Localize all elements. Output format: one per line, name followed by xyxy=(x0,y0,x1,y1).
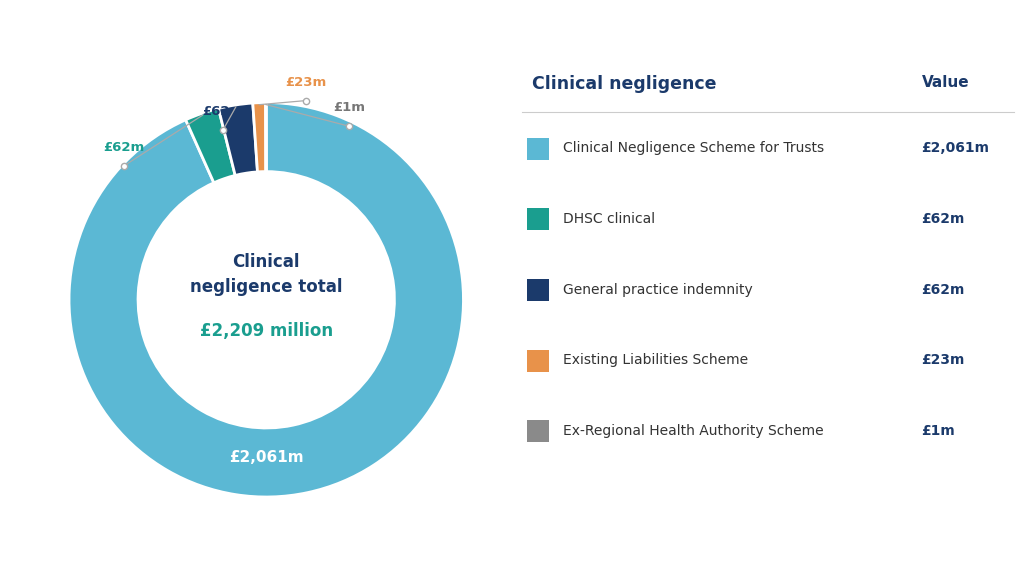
Text: DHSC clinical: DHSC clinical xyxy=(563,212,655,226)
Wedge shape xyxy=(218,103,257,176)
Text: £2,061m: £2,061m xyxy=(229,450,303,465)
Wedge shape xyxy=(185,108,236,183)
Text: £1m: £1m xyxy=(333,101,366,115)
Text: Clinical Negligence Scheme for Trusts: Clinical Negligence Scheme for Trusts xyxy=(563,141,824,155)
Text: £2,209 million: £2,209 million xyxy=(200,323,333,340)
Bar xyxy=(527,138,549,160)
Text: £1m: £1m xyxy=(922,424,955,438)
Text: Ex-Regional Health Authority Scheme: Ex-Regional Health Authority Scheme xyxy=(563,424,824,438)
Text: £62m: £62m xyxy=(922,283,965,296)
Bar xyxy=(527,279,549,301)
Bar xyxy=(527,209,549,230)
Text: Value: Value xyxy=(922,75,970,90)
Wedge shape xyxy=(69,103,464,497)
Text: Clinical negligence: Clinical negligence xyxy=(532,75,717,93)
Text: £62m: £62m xyxy=(202,105,244,119)
Text: £23m: £23m xyxy=(285,76,327,89)
Text: £23m: £23m xyxy=(922,353,965,367)
Text: Clinical
negligence total: Clinical negligence total xyxy=(190,253,342,296)
Bar xyxy=(527,350,549,372)
Bar xyxy=(527,421,549,442)
Text: £62m: £62m xyxy=(103,141,144,154)
Text: £2,061m: £2,061m xyxy=(922,141,989,155)
Text: Existing Liabilities Scheme: Existing Liabilities Scheme xyxy=(563,353,749,367)
Text: General practice indemnity: General practice indemnity xyxy=(563,283,753,296)
Text: £62m: £62m xyxy=(922,212,965,226)
Wedge shape xyxy=(253,103,266,172)
